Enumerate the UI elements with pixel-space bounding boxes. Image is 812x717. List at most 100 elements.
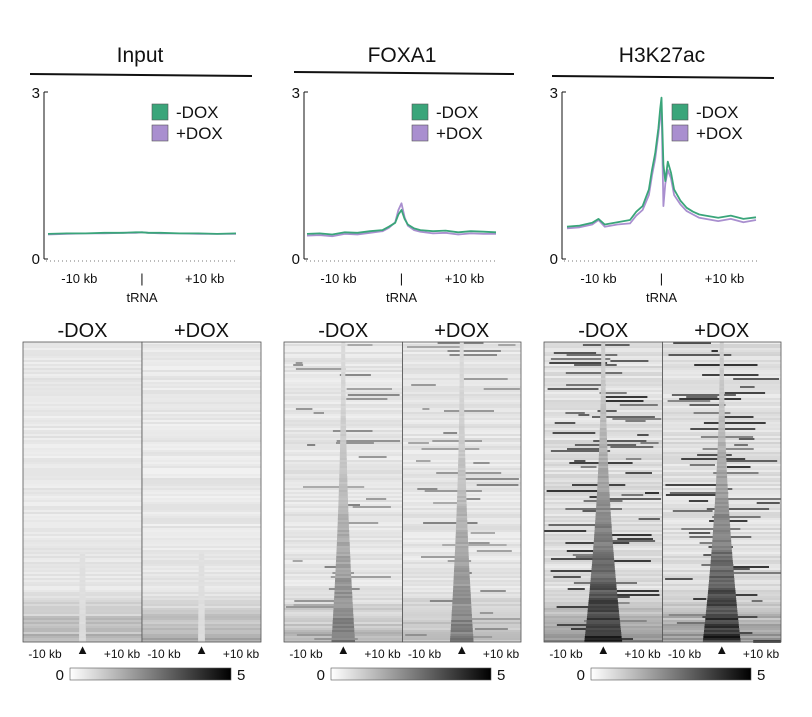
heatmap-row [23,518,142,521]
heatmap-center-signal [198,562,205,565]
heatmap-center-signal [719,392,725,395]
heatmap-center-signal [716,478,728,481]
heatmap-center-signal [456,508,467,511]
heatmap-center-signal [455,536,468,539]
heatmap-center-signal [712,532,731,535]
heatmap-center-signal [338,514,349,517]
heatmap-center-signal [456,524,468,527]
heatmap-row [23,438,142,441]
heatmap-center-signal [715,494,729,497]
heatmap-center-signal [79,638,86,641]
heatmap-center-signal [597,484,610,487]
heatmap-center-signal [333,600,353,603]
heatmap-center-signal [718,424,726,427]
heatmap-center-signal [453,580,470,583]
heatmap-center-signal [453,572,470,575]
heatmap-center-signal [198,572,205,575]
heatmap-center-signal [341,378,346,381]
heatmap-center-signal [458,440,465,443]
heatmap-row [142,462,261,465]
heatmap-center-signal [594,538,613,541]
heatmap-center-signal [709,570,734,573]
heatmap-center-signal [584,640,623,643]
heatmap-row [142,498,261,501]
heatmap-row [23,356,142,359]
heatmap-center-signal [198,608,205,611]
heatmap-center-signal [79,624,86,627]
heatmap-center-signal [600,406,607,409]
heatmap-row [142,414,261,417]
heatmap-segment [548,524,604,528]
heatmap-center-signal [719,372,724,375]
heatmap-center-signal [457,496,467,499]
heatmap-center-signal [456,510,467,513]
heatmap-panel [662,341,782,643]
heatmap-center-signal [331,636,355,639]
heatmap-panel [141,341,262,643]
heatmap-center-signal [458,458,466,461]
heatmap-row [142,468,261,471]
heatmap-center-signal [599,442,608,445]
heatmap-center-signal [588,606,619,609]
heatmap-center-signal [601,376,606,379]
heatmap-row [23,414,142,417]
heatmap-center-signal [590,576,616,579]
heatmap-row [142,412,261,415]
heatmap-row [142,500,261,503]
heatmap-segment [668,614,730,617]
heatmap-segment [480,590,506,594]
heatmap-border [662,341,782,643]
heatmap-segment [756,502,780,505]
heatmap-segment [669,492,729,496]
heatmap-row [23,500,142,503]
heatmap-center-signal [458,438,465,441]
heatmap-center-signal [703,632,740,635]
heatmap-row [142,532,261,535]
heatmap-center-signal [340,424,346,427]
heatmap-center-signal [341,376,346,379]
heatmap-segment [443,432,458,435]
heatmap-row [23,514,142,517]
heatmap-segment [551,558,595,562]
heatmap-row [23,544,142,547]
heatmap-center-signal [586,624,621,627]
heatmap-row [23,354,142,357]
heatmap-center-signal [341,346,346,349]
heatmap-center-signal [340,444,347,447]
heatmap-center-signal [588,600,618,603]
heatmap-row [142,514,261,517]
heatmap-center-signal [198,590,205,593]
heatmap-center-signal [198,574,205,577]
heatmap-row [23,488,142,491]
heatmap-center-signal [599,450,608,453]
heatmap-center-signal [337,536,350,539]
heatmap-center-signal [600,396,606,399]
heatmap-row [23,412,142,415]
heatmap-center-signal [341,384,346,387]
heatmap-center-signal [707,594,736,597]
heatmap-row [142,508,261,511]
heatmap-segment [619,404,658,408]
heatmap-center-signal [597,488,610,491]
heatmap-center-signal [338,492,348,495]
heatmap-x-label: -10 kb [28,647,62,661]
heatmap-center-signal [333,616,354,619]
heatmap-center-signal [593,546,614,549]
heatmap-row [23,498,142,501]
heatmap-center-signal [459,418,465,421]
heatmap-center-signal [596,500,610,503]
heatmap-center-signal [706,604,737,607]
heatmap-center-signal [715,496,729,499]
heatmap-center-signal [79,574,86,577]
heatmap-center-signal [198,628,205,631]
heatmap-center-signal [719,390,725,393]
heatmap-center-signal [714,506,729,509]
heatmap-center-signal [334,586,352,589]
heatmap-center-signal [459,352,464,355]
heatmap-center-signal [459,390,464,393]
heatmap-row [142,420,261,423]
heatmap-row [142,374,261,377]
heatmap-center-signal [459,342,464,345]
heatmap-center-signal [332,626,355,629]
heatmap-row [23,550,142,553]
